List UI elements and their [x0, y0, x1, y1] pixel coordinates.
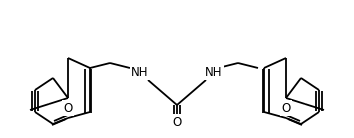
Text: NH: NH — [131, 66, 149, 79]
Text: O: O — [281, 102, 291, 115]
Text: O: O — [172, 116, 182, 128]
Text: NH: NH — [205, 66, 223, 79]
Text: O: O — [63, 102, 73, 115]
